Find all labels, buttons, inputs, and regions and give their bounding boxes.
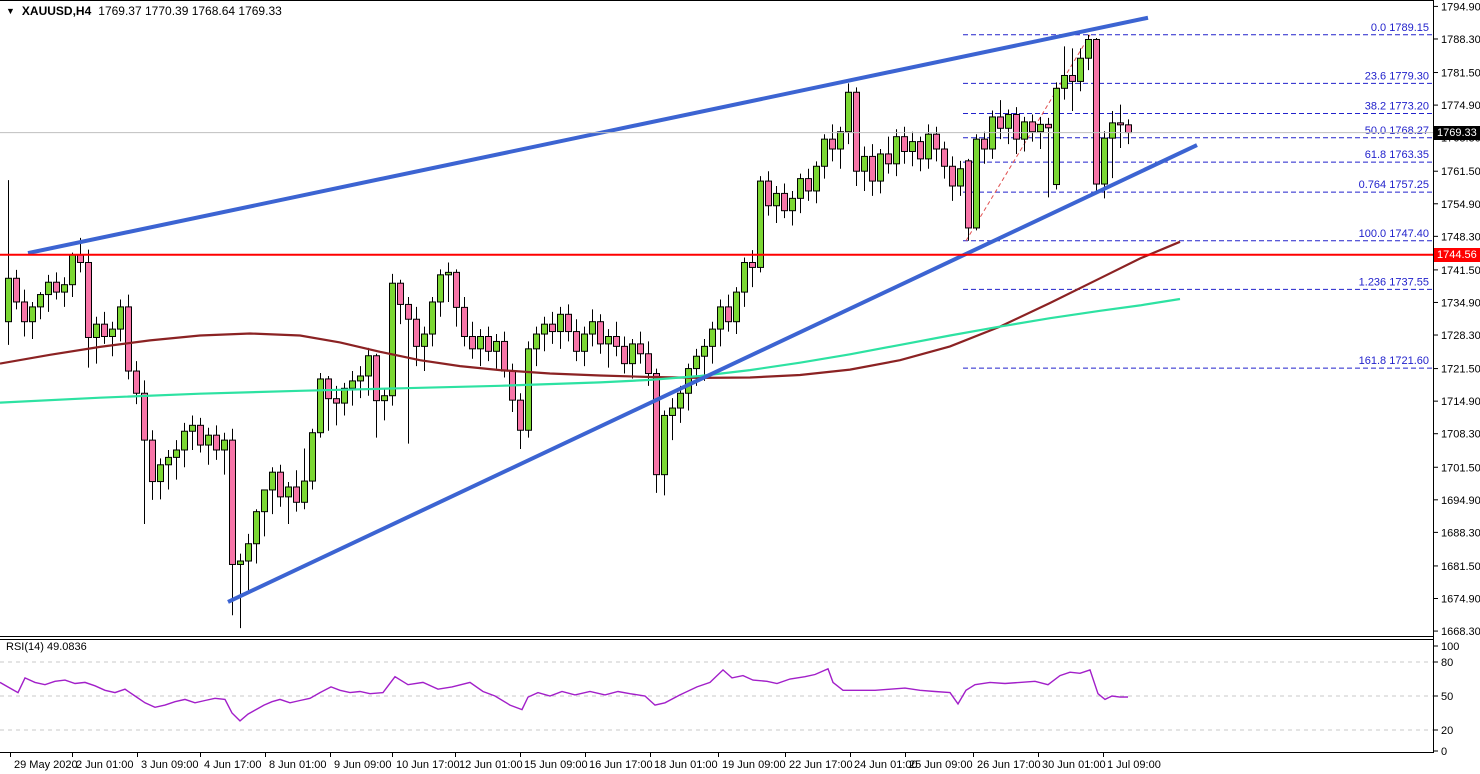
svg-text:1 Jul 09:00: 1 Jul 09:00 xyxy=(1107,759,1161,771)
svg-text:2 Jun 01:00: 2 Jun 01:00 xyxy=(76,759,134,771)
svg-text:9 Jun 09:00: 9 Jun 09:00 xyxy=(334,759,392,771)
moving-averages xyxy=(0,240,1181,404)
svg-text:1688.30: 1688.30 xyxy=(1441,527,1480,539)
svg-text:16 Jun 17:00: 16 Jun 17:00 xyxy=(589,759,653,771)
price-axis[interactable]: 1794.901788.301781.501774.901768.301761.… xyxy=(1433,1,1480,638)
candles-layer xyxy=(5,34,1132,629)
pane-borders xyxy=(0,0,1434,753)
svg-text:1774.90: 1774.90 xyxy=(1441,100,1480,112)
svg-text:1714.90: 1714.90 xyxy=(1441,396,1480,408)
svg-text:1681.50: 1681.50 xyxy=(1441,561,1480,573)
svg-text:1734.90: 1734.90 xyxy=(1441,297,1480,309)
svg-text:1.236 1737.55: 1.236 1737.55 xyxy=(1359,276,1429,288)
svg-text:29 May 2020: 29 May 2020 xyxy=(14,759,78,771)
svg-text:1761.50: 1761.50 xyxy=(1441,166,1480,178)
svg-text:30 Jun 01:00: 30 Jun 01:00 xyxy=(1042,759,1106,771)
svg-text:161.8 1721.60: 161.8 1721.60 xyxy=(1359,355,1429,367)
svg-text:10 Jun 17:00: 10 Jun 17:00 xyxy=(396,759,460,771)
svg-text:0.0 1789.15: 0.0 1789.15 xyxy=(1371,22,1429,34)
svg-text:1741.50: 1741.50 xyxy=(1441,265,1480,277)
chart-header: ▼ XAUUSD,H4 1769.37 1770.39 1768.64 1769… xyxy=(6,4,282,18)
fibonacci-retracement[interactable]: 0.0 1789.15 23.6 1779.30 38.2 1773.20 50.0 … xyxy=(963,22,1433,369)
svg-text:3 Jun 09:00: 3 Jun 09:00 xyxy=(141,759,199,771)
svg-text:8 Jun 01:00: 8 Jun 01:00 xyxy=(269,759,327,771)
svg-text:0.764 1757.25: 0.764 1757.25 xyxy=(1359,179,1429,191)
svg-text:23.6 1779.30: 23.6 1779.30 xyxy=(1365,70,1429,82)
svg-text:100.0 1747.40: 100.0 1747.40 xyxy=(1359,228,1429,240)
ma-fast-teal xyxy=(0,297,1181,404)
svg-text:19 Jun 09:00: 19 Jun 09:00 xyxy=(722,759,786,771)
svg-text:1728.30: 1728.30 xyxy=(1441,330,1480,342)
current-price-tag: 1769.33 xyxy=(1434,126,1480,140)
upper-channel-line xyxy=(27,15,1149,256)
ma-slow-maroon xyxy=(0,240,1181,380)
svg-text:20: 20 xyxy=(1441,725,1453,737)
hline-price-tag: 1744.56 xyxy=(1434,248,1480,262)
chart-menu-triangle-icon[interactable]: ▼ xyxy=(6,6,15,16)
trendlines[interactable] xyxy=(27,15,1198,604)
svg-text:1748.30: 1748.30 xyxy=(1441,231,1480,243)
svg-text:25 Jun 09:00: 25 Jun 09:00 xyxy=(909,759,973,771)
svg-text:61.8 1763.35: 61.8 1763.35 xyxy=(1365,149,1429,161)
svg-text:15 Jun 09:00: 15 Jun 09:00 xyxy=(524,759,588,771)
svg-text:24 Jun 01:00: 24 Jun 01:00 xyxy=(854,759,918,771)
svg-text:50.0 1768.27: 50.0 1768.27 xyxy=(1365,125,1429,137)
ohlc-values: 1769.37 1770.39 1768.64 1769.33 xyxy=(98,4,282,18)
svg-text:12 Jun 01:00: 12 Jun 01:00 xyxy=(459,759,523,771)
svg-text:100: 100 xyxy=(1441,641,1459,653)
svg-text:1721.50: 1721.50 xyxy=(1441,364,1480,376)
svg-text:1701.50: 1701.50 xyxy=(1441,462,1480,474)
rsi-indicator: 100 80 50 20 0 xyxy=(0,641,1459,758)
symbol-period-label: XAUUSD,H4 xyxy=(21,4,92,18)
svg-text:26 Jun 17:00: 26 Jun 17:00 xyxy=(977,759,1041,771)
svg-text:50: 50 xyxy=(1441,691,1453,703)
svg-text:1708.30: 1708.30 xyxy=(1441,429,1480,441)
svg-text:38.2 1773.20: 38.2 1773.20 xyxy=(1365,100,1429,112)
svg-text:1668.30: 1668.30 xyxy=(1441,626,1480,638)
svg-text:1794.90: 1794.90 xyxy=(1441,1,1480,13)
lower-channel-line xyxy=(227,143,1198,604)
svg-text:1788.30: 1788.30 xyxy=(1441,34,1480,46)
svg-text:22 Jun 17:00: 22 Jun 17:00 xyxy=(789,759,853,771)
svg-text:1754.90: 1754.90 xyxy=(1441,199,1480,211)
rsi-line xyxy=(0,667,1129,722)
svg-text:1694.90: 1694.90 xyxy=(1441,495,1480,507)
svg-text:1674.90: 1674.90 xyxy=(1441,594,1480,606)
rsi-indicator-label: RSI(14) 49.0836 xyxy=(6,641,87,653)
svg-text:0: 0 xyxy=(1441,746,1447,758)
svg-text:80: 80 xyxy=(1441,657,1453,669)
svg-text:1781.50: 1781.50 xyxy=(1441,68,1480,80)
svg-text:18 Jun 01:00: 18 Jun 01:00 xyxy=(654,759,718,771)
svg-text:4 Jun 17:00: 4 Jun 17:00 xyxy=(204,759,262,771)
